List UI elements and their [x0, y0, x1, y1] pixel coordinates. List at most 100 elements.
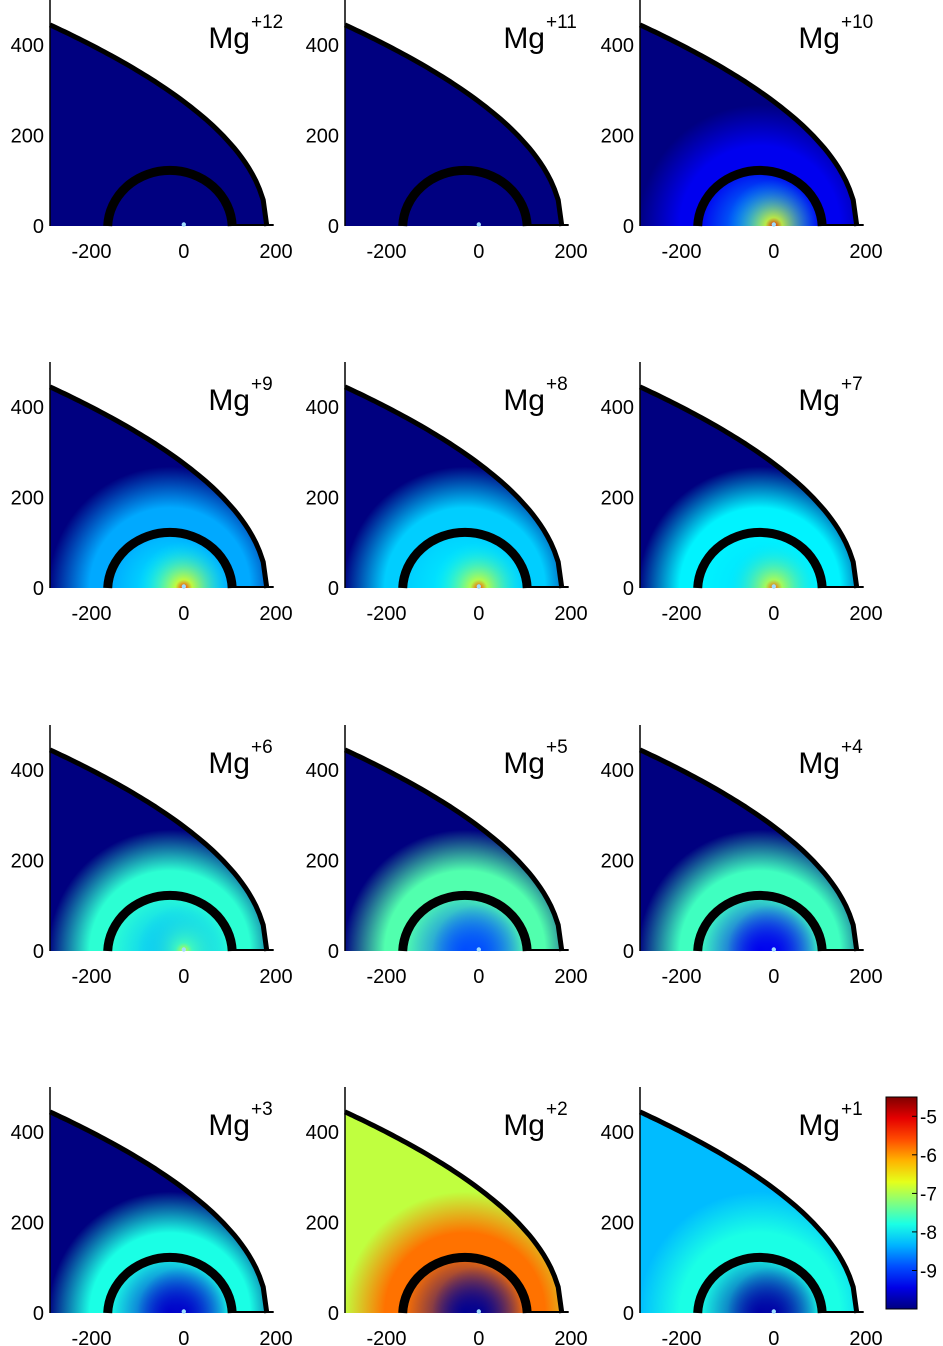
y-tick-label: 400: [11, 760, 44, 782]
x-tick-label: 200: [849, 241, 882, 263]
panel-title-charge: +11: [546, 12, 577, 33]
source-point: [476, 1309, 481, 1314]
y-tick-label: 0: [328, 578, 339, 600]
panel-mgplus9: 0 200 400 -200 0 200 Mg +9: [11, 362, 293, 625]
x-tick-label: -200: [71, 966, 111, 988]
colorbar-tick-label: -6: [920, 1146, 937, 1167]
inner-shell: [693, 165, 827, 227]
source-point: [476, 584, 481, 589]
x-tick-label: 200: [849, 1328, 882, 1346]
y-tick-label: 0: [33, 941, 44, 963]
y-tick-label: 0: [328, 941, 339, 963]
panel-title-charge: +8: [546, 374, 568, 395]
panel-title: Mg: [503, 747, 545, 780]
panel-title: Mg: [208, 1109, 250, 1142]
y-tick-label: 400: [11, 35, 44, 57]
y-tick-label: 0: [33, 1303, 44, 1325]
x-tick-label: 200: [259, 966, 292, 988]
colorbar-tick-label: -9: [920, 1262, 937, 1283]
x-tick-label: -200: [661, 241, 701, 263]
y-tick-label: 200: [306, 488, 339, 510]
y-tick-label: 400: [306, 35, 339, 57]
outer-boundary: [48, 384, 270, 589]
panel-title: Mg: [208, 384, 250, 417]
x-tick-label: 200: [259, 1328, 292, 1346]
y-tick-label: 200: [306, 126, 339, 148]
y-tick-label: 0: [623, 1303, 634, 1325]
x-tick-label: -200: [71, 1328, 111, 1346]
x-tick-label: 200: [259, 241, 292, 263]
x-tick-label: -200: [71, 241, 111, 263]
outer-boundary: [638, 384, 860, 589]
y-tick-label: 200: [601, 126, 634, 148]
panel-title-charge: +4: [841, 737, 863, 758]
x-tick-label: 0: [768, 1328, 779, 1346]
panel-title: Mg: [798, 1109, 840, 1142]
y-tick-label: 400: [601, 760, 634, 782]
y-tick-label: 400: [601, 35, 634, 57]
inner-shell: [398, 890, 532, 952]
outer-boundary: [638, 1109, 860, 1314]
panel-title: Mg: [503, 22, 545, 55]
panel-title-charge: +7: [841, 374, 863, 395]
panel-title: Mg: [798, 22, 840, 55]
source-point: [771, 222, 776, 227]
inner-shell: [103, 1252, 237, 1314]
panel-title-charge: +5: [546, 737, 568, 758]
source-point: [181, 1309, 186, 1314]
inner-shell: [103, 527, 237, 589]
inner-shell: [398, 1252, 532, 1314]
x-tick-label: 0: [178, 241, 189, 263]
inner-shell: [103, 890, 237, 952]
x-tick-label: 0: [473, 966, 484, 988]
source-point: [771, 1309, 776, 1314]
y-tick-label: 200: [11, 488, 44, 510]
y-tick-label: 400: [306, 760, 339, 782]
y-tick-label: 0: [328, 1303, 339, 1325]
y-tick-label: 0: [33, 578, 44, 600]
outer-boundary: [638, 22, 860, 227]
outer-boundary: [343, 384, 565, 589]
panel-title-charge: +10: [841, 12, 873, 33]
panel-mgplus8: 0 200 400 -200 0 200 Mg +8: [306, 362, 588, 625]
x-tick-label: 200: [554, 966, 587, 988]
x-tick-label: 0: [473, 603, 484, 625]
source-point: [181, 222, 186, 227]
x-tick-label: 200: [554, 241, 587, 263]
x-tick-label: 0: [473, 241, 484, 263]
x-tick-label: 200: [849, 603, 882, 625]
x-tick-label: -200: [661, 603, 701, 625]
y-tick-label: 0: [623, 941, 634, 963]
panel-title-charge: +1: [841, 1099, 863, 1120]
source-point: [771, 584, 776, 589]
x-tick-label: -200: [366, 603, 406, 625]
x-tick-label: 200: [259, 603, 292, 625]
x-tick-label: -200: [71, 603, 111, 625]
inner-shell: [103, 165, 237, 227]
source-point: [476, 222, 481, 227]
y-tick-label: 200: [601, 851, 634, 873]
y-tick-label: 200: [601, 1213, 634, 1235]
x-tick-label: 0: [768, 603, 779, 625]
panel-mgplus10: 0 200 400 -200 0 200 Mg +10: [601, 0, 883, 263]
panel-mgplus2: 0 200 400 -200 0 200 Mg +2: [306, 1087, 588, 1346]
y-tick-label: 0: [623, 216, 634, 238]
x-tick-label: 0: [178, 1328, 189, 1346]
y-tick-label: 200: [601, 488, 634, 510]
panel-title-charge: +2: [546, 1099, 568, 1120]
panel-mgplus11: 0 200 400 -200 0 200 Mg +11: [306, 0, 588, 263]
outer-boundary: [638, 747, 860, 952]
y-tick-label: 200: [11, 851, 44, 873]
panel-title-charge: +3: [251, 1099, 273, 1120]
source-point: [181, 947, 186, 952]
panel-title: Mg: [503, 384, 545, 417]
colorbar-tick-label: -5: [920, 1107, 937, 1128]
y-tick-label: 0: [33, 216, 44, 238]
panel-mgplus5: 0 200 400 -200 0 200 Mg +5: [306, 725, 588, 988]
panel-title: Mg: [503, 1109, 545, 1142]
x-tick-label: -200: [661, 1328, 701, 1346]
x-tick-label: 200: [849, 966, 882, 988]
y-tick-label: 200: [306, 1213, 339, 1235]
